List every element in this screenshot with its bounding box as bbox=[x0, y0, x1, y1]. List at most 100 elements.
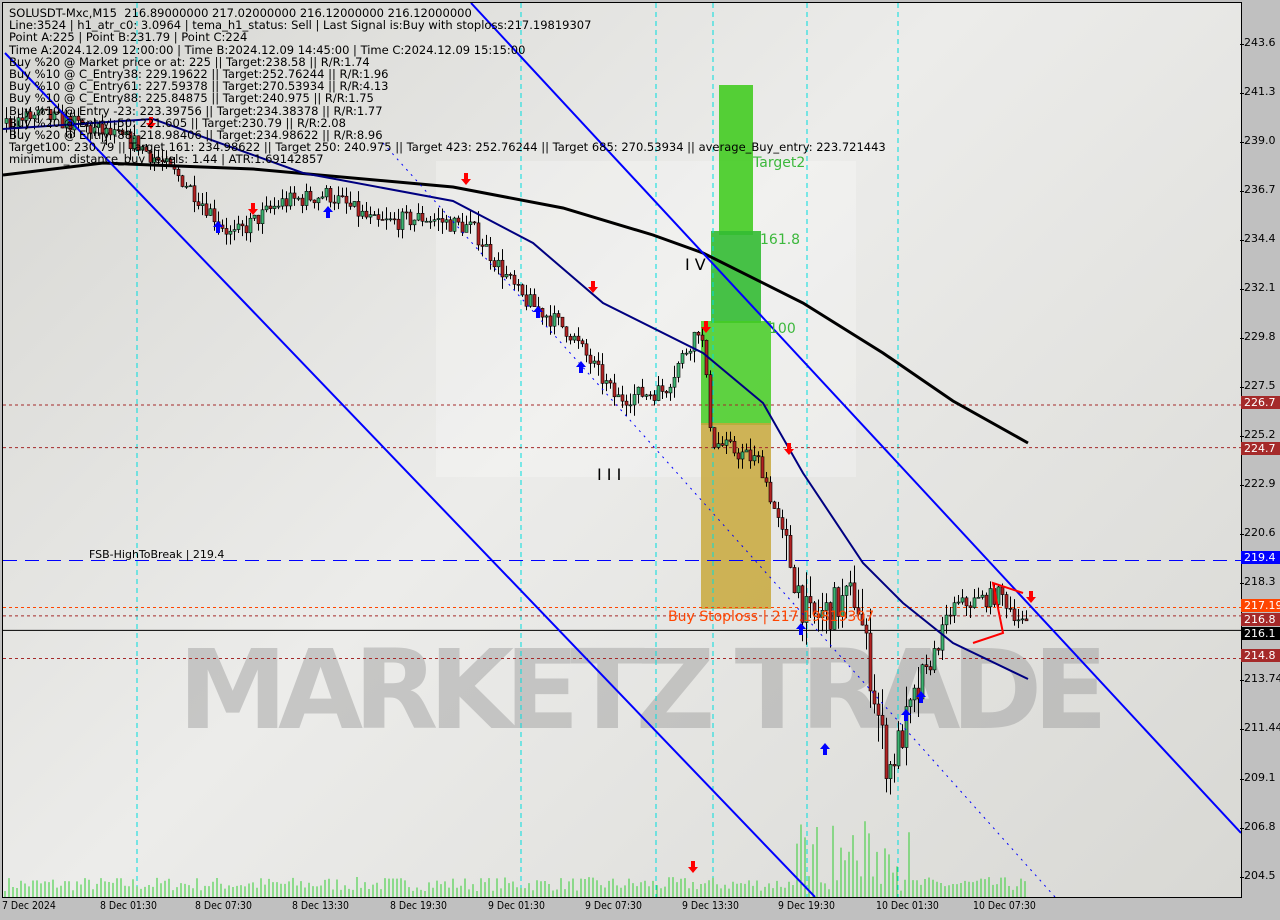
price-level-badge: 226.7 bbox=[1241, 395, 1280, 409]
info-line: SOLUSDT-Mxc,M15 216.89000000 217.0200000… bbox=[9, 6, 472, 20]
candle-body bbox=[884, 724, 889, 779]
candle-body bbox=[764, 477, 769, 483]
candle-body bbox=[96, 123, 101, 128]
info-line: Buy %10 @ C_Entry38: 229.19622 || Target… bbox=[9, 66, 389, 81]
buy-stoploss-label: Buy Stoploss | 217.19819307 bbox=[668, 609, 875, 625]
candle-body bbox=[316, 197, 321, 204]
candle-body bbox=[984, 594, 989, 608]
candle-body bbox=[780, 517, 785, 530]
sell-arrow-icon bbox=[701, 321, 711, 333]
candle-body bbox=[372, 214, 377, 216]
candle-body bbox=[844, 585, 849, 596]
candle-body bbox=[556, 313, 561, 318]
candle-body bbox=[560, 316, 565, 328]
price-level-badge: 224.7 bbox=[1241, 441, 1280, 455]
candle-body bbox=[528, 294, 533, 307]
candle-body bbox=[612, 382, 617, 398]
price-tick bbox=[1240, 827, 1244, 829]
price-tick-label: 204.5 bbox=[1244, 868, 1276, 882]
target2-zone bbox=[719, 85, 753, 235]
candle-body bbox=[476, 222, 481, 246]
candle-body bbox=[52, 111, 57, 121]
candle-body bbox=[44, 108, 49, 111]
info-line: Buy %20 @ Entry -50: 221.605 || Target:2… bbox=[9, 115, 346, 130]
candle-body bbox=[296, 197, 301, 200]
info-line: Buy %10 @ Entry -23: 223.39756 || Target… bbox=[9, 103, 383, 118]
candle-body bbox=[504, 274, 509, 278]
candle-body bbox=[412, 219, 417, 226]
candle-body bbox=[396, 218, 401, 230]
buy-arrow-icon bbox=[213, 221, 223, 233]
candle-body bbox=[692, 331, 697, 352]
candle-body bbox=[784, 529, 789, 536]
candle-body bbox=[620, 394, 625, 402]
candle-body bbox=[348, 202, 353, 207]
candle-body bbox=[592, 360, 597, 364]
candle-body bbox=[160, 160, 165, 163]
info-line: Buy %20 @ Entry -88: 218.98406 || Target… bbox=[9, 127, 383, 142]
candle-body bbox=[708, 374, 713, 428]
candle-body bbox=[816, 613, 821, 618]
candle-body bbox=[700, 334, 705, 341]
candle-body bbox=[1020, 618, 1025, 621]
price-chart: MARKETZ TRADE bbox=[3, 3, 1241, 897]
wave-iv-label: I V bbox=[685, 255, 706, 274]
candle-body bbox=[196, 201, 201, 206]
candle-body bbox=[368, 214, 373, 218]
candle-body bbox=[424, 220, 429, 223]
candle-body bbox=[156, 157, 161, 161]
candle-body bbox=[552, 313, 557, 327]
candle-body bbox=[328, 188, 333, 203]
candle-body bbox=[608, 380, 613, 384]
channel-mid-dotted-line bbox=[382, 142, 1056, 897]
buy-arrow-icon bbox=[323, 206, 333, 218]
time-tick-label: 7 Dec 2024 bbox=[2, 899, 56, 912]
candle-body bbox=[676, 363, 681, 378]
candle-body bbox=[976, 597, 981, 599]
candle-body bbox=[624, 400, 629, 406]
sell-arrow-icon bbox=[248, 203, 258, 215]
candle-body bbox=[644, 394, 649, 397]
candle-body bbox=[696, 331, 701, 336]
candle-body bbox=[532, 294, 537, 307]
sell-arrow-icon bbox=[588, 281, 598, 293]
sell-arrow-icon bbox=[461, 173, 471, 185]
candle-body bbox=[420, 213, 425, 222]
price-tick bbox=[1240, 386, 1244, 388]
time-tick-label: 8 Dec 07:30 bbox=[195, 899, 252, 912]
candle-body bbox=[188, 185, 193, 188]
candle-body bbox=[628, 404, 633, 407]
candle-body bbox=[960, 597, 965, 603]
chart-area[interactable]: MARKETZ TRADE SOLUSDT-Mxc,M15 216.890000… bbox=[2, 2, 1242, 898]
candle-body bbox=[488, 244, 493, 261]
price-tick-label: 225.2 bbox=[1244, 427, 1276, 441]
candle-body bbox=[152, 157, 157, 163]
info-line: minimum_distance_buy_levels: 1.44 | ATR:… bbox=[9, 152, 324, 167]
candle-body bbox=[408, 211, 413, 226]
price-tick bbox=[1240, 92, 1244, 94]
buy-arrow-icon bbox=[796, 623, 806, 635]
candle-body bbox=[832, 587, 837, 630]
price-tick bbox=[1240, 582, 1244, 584]
target2-label: Target2 bbox=[753, 155, 806, 171]
candle-body bbox=[280, 198, 285, 207]
price-tick bbox=[1240, 484, 1244, 486]
time-tick-label: 9 Dec 07:30 bbox=[585, 899, 642, 912]
candle-body bbox=[900, 730, 905, 748]
candle-body bbox=[648, 394, 653, 397]
candle-body bbox=[436, 218, 441, 220]
candle-body bbox=[268, 205, 273, 209]
info-line: Buy %20 @ Market price or at: 225 || Tar… bbox=[9, 54, 370, 69]
watermark-text: MARKETZ TRADE bbox=[178, 626, 1108, 754]
candle-body bbox=[972, 597, 977, 608]
candle-body bbox=[840, 595, 845, 617]
candle-body bbox=[588, 354, 593, 364]
candle-body bbox=[888, 764, 893, 779]
buy-arrow-icon bbox=[533, 306, 543, 318]
candle-body bbox=[500, 259, 505, 278]
candle-body bbox=[800, 585, 805, 623]
candle-body bbox=[584, 343, 589, 356]
candle-body bbox=[812, 602, 817, 615]
candle-body bbox=[724, 439, 729, 446]
candle-body bbox=[828, 602, 833, 630]
